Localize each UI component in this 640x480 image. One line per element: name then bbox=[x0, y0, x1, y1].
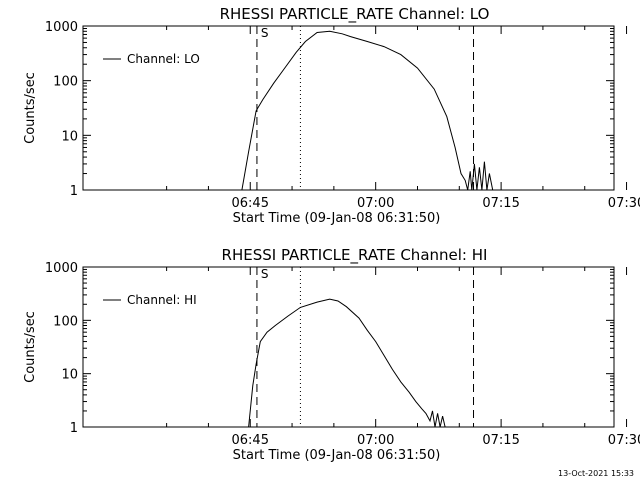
chart1-marker-label: S bbox=[261, 26, 269, 40]
chart2-plot-frame bbox=[82, 266, 615, 428]
chart1-x-tick-label: 07:00 bbox=[357, 196, 394, 211]
chart1-x-axis-label: Start Time (09-Jan-08 06:31:50) bbox=[233, 211, 441, 226]
chart2-y-tick-label: 1 bbox=[70, 421, 78, 436]
chart1-x-tick-label: 07:15 bbox=[482, 196, 519, 211]
chart2-x-tick-label: 07:00 bbox=[357, 433, 394, 448]
chart1-x-tick-label: 07:30 bbox=[608, 196, 640, 211]
chart1-y-tick-label: 1000 bbox=[45, 20, 78, 35]
chart1-y-axis-label: Counts/sec bbox=[23, 72, 38, 144]
chart2-y-axis-label: Counts/sec bbox=[23, 311, 38, 383]
chart2-series-line bbox=[248, 298, 446, 428]
chart2-title: RHESSI PARTICLE_RATE Channel: HI bbox=[222, 246, 488, 265]
chart1-y-tick-label: 1 bbox=[70, 184, 78, 199]
chart1-plot-frame bbox=[82, 25, 615, 191]
chart2-x-tick-label: 07:30 bbox=[608, 433, 640, 448]
chart2-y-tick-label: 100 bbox=[53, 314, 78, 329]
chart1-x-tick-label: 06:45 bbox=[232, 196, 269, 211]
chart1-y-tick-label: 10 bbox=[61, 129, 78, 144]
chart1-legend-label: Channel: LO bbox=[127, 52, 200, 66]
chart2-legend-label: Channel: HI bbox=[127, 293, 197, 307]
chart2-y-tick-label: 10 bbox=[61, 368, 78, 383]
chart2-y-tick-label: 1000 bbox=[45, 261, 78, 276]
chart1-y-tick-label: 100 bbox=[53, 75, 78, 90]
chart2-x-axis-label: Start Time (09-Jan-08 06:31:50) bbox=[233, 448, 441, 463]
chart1-series-line bbox=[241, 30, 494, 191]
chart1-title: RHESSI PARTICLE_RATE Channel: LO bbox=[220, 5, 490, 24]
chart2-x-tick-label: 06:45 bbox=[232, 433, 269, 448]
timestamp-label: 13-Oct-2021 15:33 bbox=[558, 469, 634, 478]
chart2-x-tick-label: 07:15 bbox=[482, 433, 519, 448]
chart2-marker-label: S bbox=[261, 267, 269, 281]
